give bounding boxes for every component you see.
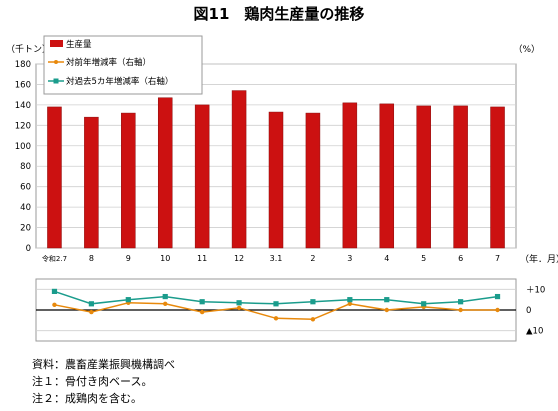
- yoy-point: [347, 301, 353, 306]
- left-tick-label: 80: [20, 162, 31, 172]
- yoy-point: [310, 317, 316, 322]
- bar: [268, 111, 284, 249]
- right-axis-ticks: ＋10 0 ▲10: [526, 285, 545, 336]
- x-tick-label: 2: [310, 254, 315, 263]
- five-year-point: [88, 301, 94, 307]
- x-tick-label: 8: [89, 254, 94, 263]
- legend-swatch-bar: [50, 40, 63, 47]
- bar: [305, 112, 321, 249]
- x-tick-label: 12: [234, 254, 244, 263]
- bar: [121, 112, 136, 249]
- five-year-point: [384, 297, 390, 303]
- yoy-point: [458, 307, 463, 313]
- left-tick-label: 60: [20, 183, 31, 193]
- bar: [157, 97, 173, 249]
- yoy-point: [52, 302, 57, 308]
- left-tick-label: 100: [15, 142, 31, 152]
- bar: [490, 106, 505, 249]
- bar: [47, 106, 62, 249]
- yoy-point: [273, 316, 279, 321]
- left-axis-ticks: 0 20 40 60 80 100 120 140 160 180: [15, 60, 31, 254]
- five-year-point: [458, 299, 464, 305]
- five-year-point: [199, 299, 205, 305]
- note-2: 注２：成鶏肉を含む。: [32, 392, 142, 405]
- left-tick-label: 40: [20, 203, 31, 213]
- legend-box: [43, 35, 203, 95]
- notes: 資料：農畜産業振興機構調べ 注１：骨付き肉ベース。 注２：成鶏肉を含む。: [32, 356, 175, 407]
- x-tick-label: 7: [495, 254, 500, 263]
- note-source: 資料：農畜産業振興機構調べ: [32, 358, 175, 371]
- five-year-point: [421, 301, 427, 307]
- bar: [231, 90, 247, 249]
- bar: [84, 116, 99, 249]
- yoy-point: [495, 307, 500, 313]
- five-year-point: [125, 297, 131, 303]
- x-tick-label: 9: [126, 254, 131, 263]
- right-tick-label: ▲10: [526, 327, 543, 337]
- yoy-point: [163, 301, 168, 306]
- bar: [416, 105, 431, 249]
- left-tick-label: 0: [26, 244, 31, 254]
- five-year-point: [347, 297, 353, 303]
- bar: [379, 103, 395, 249]
- left-tick-label: 180: [15, 60, 31, 70]
- left-tick-label: 140: [15, 101, 31, 111]
- x-tick-label: 5: [421, 254, 426, 263]
- yoy-point: [89, 309, 94, 315]
- right-tick-label: ＋10: [526, 285, 545, 295]
- legend: 生産量 対前年増減率（右軸） 対過去5カ年増減率（右軸）: [43, 35, 203, 95]
- yoy-point: [384, 307, 389, 313]
- right-axis-unit: （%）: [513, 44, 540, 55]
- legend-label-5yr: 対過去5カ年増減率（右軸）: [66, 76, 173, 87]
- left-tick-label: 160: [15, 80, 31, 90]
- line-series: [51, 288, 501, 322]
- legend-label-bar: 生産量: [66, 39, 92, 50]
- x-tick-label: 11: [197, 254, 207, 263]
- five-year-point: [51, 288, 58, 294]
- x-tick-label: 4: [384, 254, 389, 263]
- line-gridlines: [36, 288, 516, 332]
- x-axis-ticks: 令和2.7 8 9 10 11 12 3.1 2 3 4 5 6 7: [42, 254, 500, 263]
- bar: [194, 104, 210, 249]
- five-year-point: [310, 299, 316, 305]
- five-year-point: [494, 293, 501, 300]
- bar: [342, 102, 358, 249]
- x-tick-label: 10: [160, 254, 170, 263]
- yoy-point: [236, 305, 242, 311]
- chart-title: 図11 鶏肉生産量の推移: [194, 5, 365, 23]
- yoy-point: [199, 309, 205, 315]
- five-year-point: [236, 300, 242, 306]
- left-axis-unit: （千トン）: [6, 44, 51, 55]
- x-tick-label: 令和2.7: [42, 254, 67, 263]
- five-year-point: [162, 293, 168, 300]
- legend-marker-yoy: [54, 60, 58, 64]
- x-axis-unit: （年．月）: [520, 253, 558, 265]
- five-year-point: [273, 301, 279, 307]
- left-tick-label: 120: [15, 121, 31, 131]
- note-1: 注１：骨付き肉ベース。: [32, 375, 153, 388]
- left-tick-label: 20: [20, 224, 31, 234]
- x-tick-label: 3.1: [270, 254, 283, 263]
- bar-series: [47, 90, 505, 249]
- right-tick-label: 0: [526, 306, 531, 316]
- legend-label-yoy: 対前年増減率（右軸）: [66, 57, 151, 68]
- x-tick-label: 6: [458, 254, 463, 263]
- x-tick-label: 3: [347, 254, 352, 263]
- legend-marker-5yr: [53, 78, 59, 84]
- bar: [453, 105, 468, 249]
